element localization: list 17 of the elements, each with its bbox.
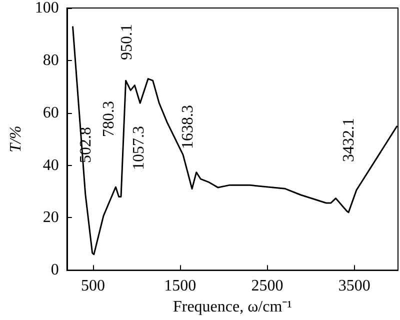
y-tick-label: 100 (34, 0, 59, 16)
annotation: 1057.3 (130, 126, 148, 170)
y-tick-label: 80 (42, 52, 59, 69)
y-tick-label: 0 (50, 262, 59, 279)
annotation: 3432.1 (340, 118, 358, 162)
annotation: 950.1 (118, 24, 136, 60)
y-axis-title: T/% (8, 126, 24, 152)
x-axis-title: Frequence, ω/cm⁻¹ (172, 298, 292, 316)
x-tick-label: 1500 (164, 278, 196, 295)
annotation: 1638.3 (180, 105, 196, 149)
x-tick-label: 3500 (338, 278, 370, 295)
y-tick-label: 20 (42, 209, 59, 226)
x-tick-label: 2500 (251, 278, 284, 295)
annotation: 780.3 (100, 101, 118, 137)
y-tick-label: 40 (42, 156, 59, 174)
y-tick-label: 60 (42, 104, 59, 122)
x-tick-label: 500 (81, 278, 106, 295)
